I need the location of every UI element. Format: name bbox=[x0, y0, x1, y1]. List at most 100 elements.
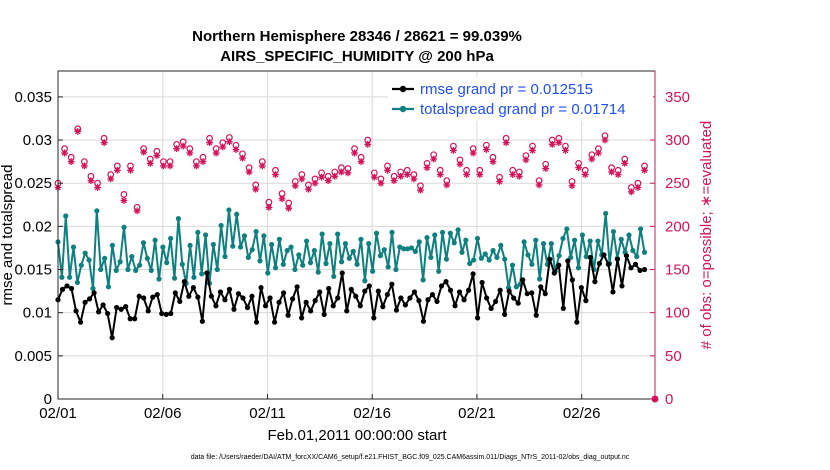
obs-evaluated-marker bbox=[291, 182, 299, 190]
rmse-point bbox=[253, 319, 260, 325]
spread-point bbox=[350, 248, 356, 254]
spread-point bbox=[59, 274, 65, 280]
rmse-point bbox=[168, 310, 174, 317]
spread-point bbox=[102, 255, 108, 261]
legend-spread-marker bbox=[399, 105, 407, 113]
spread-point bbox=[346, 255, 352, 261]
spread-point bbox=[509, 262, 516, 268]
obs-evaluated-marker bbox=[160, 162, 167, 170]
rmse-point bbox=[434, 298, 440, 305]
legend-spread-label: totalspread grand pr = 0.01714 bbox=[420, 101, 626, 118]
obs-evaluated-marker bbox=[305, 185, 312, 193]
obs-evaluated-marker bbox=[100, 139, 108, 147]
spread-point bbox=[160, 244, 166, 250]
obs-evaluated-marker bbox=[529, 147, 536, 154]
spread-point bbox=[292, 266, 298, 273]
spread-point bbox=[269, 241, 275, 248]
obs-evaluated-marker bbox=[575, 164, 583, 172]
spread-point bbox=[610, 228, 617, 235]
rmse-point bbox=[384, 291, 390, 298]
rmse-point bbox=[150, 294, 156, 300]
obs-evaluated-marker bbox=[80, 162, 88, 170]
spread-point bbox=[276, 236, 283, 242]
spread-point bbox=[428, 254, 434, 261]
spread-point bbox=[420, 277, 426, 283]
rmse-point bbox=[529, 290, 535, 296]
obs-evaluated-marker bbox=[608, 168, 615, 176]
spread-point bbox=[214, 266, 220, 273]
spread-point bbox=[245, 254, 251, 261]
spread-point bbox=[199, 271, 205, 277]
rmse-point bbox=[447, 287, 454, 293]
obs-count-markers bbox=[54, 125, 659, 403]
rmse-point bbox=[641, 266, 648, 273]
x-tick-label: 02/01 bbox=[39, 405, 77, 422]
spread-point bbox=[249, 247, 255, 253]
rmse-point bbox=[339, 270, 345, 276]
spread-point bbox=[86, 257, 92, 263]
obs-evaluated-marker bbox=[192, 162, 200, 170]
rmse-point bbox=[524, 291, 530, 297]
spread-point bbox=[156, 276, 162, 282]
spread-point bbox=[168, 235, 174, 242]
rmse-point bbox=[312, 298, 318, 304]
rmse-point bbox=[596, 260, 603, 267]
spread-point bbox=[638, 226, 644, 232]
spread-point bbox=[560, 235, 566, 242]
rmse-point bbox=[249, 293, 255, 299]
spread-point bbox=[436, 268, 442, 274]
rmse-point bbox=[366, 283, 372, 289]
obs-evaluated-marker bbox=[555, 139, 563, 147]
obs-evaluated-marker bbox=[232, 146, 240, 153]
plot-area bbox=[58, 71, 655, 399]
rmse-point bbox=[136, 293, 142, 299]
spread-point bbox=[486, 257, 492, 263]
rmse-point bbox=[226, 286, 233, 292]
spread-point bbox=[362, 278, 368, 284]
rmse-point bbox=[515, 300, 521, 306]
spread-point bbox=[513, 284, 519, 290]
obs-evaluated-marker bbox=[509, 171, 517, 178]
obs-evaluated-marker bbox=[67, 158, 75, 166]
rmse-point bbox=[68, 285, 75, 292]
spread-point bbox=[280, 261, 286, 267]
spread-point bbox=[253, 228, 259, 235]
obs-evaluated-marker bbox=[265, 203, 273, 211]
spread-point bbox=[144, 255, 150, 261]
y-tick-label: 0.005 bbox=[14, 348, 52, 365]
rmse-point bbox=[222, 297, 228, 303]
spread-point bbox=[533, 237, 539, 243]
spread-point bbox=[63, 213, 69, 219]
x-tick-label: 02/21 bbox=[458, 405, 496, 422]
y2-tick-label: 100 bbox=[665, 305, 690, 322]
spread-point bbox=[117, 259, 123, 265]
obs-evaluated-marker bbox=[331, 172, 339, 180]
obs-evaluated-marker bbox=[212, 149, 220, 157]
obs-evaluated-marker bbox=[199, 158, 207, 166]
obs-evaluated-marker bbox=[344, 169, 352, 177]
spread-point bbox=[82, 250, 88, 256]
obs-evaluated-marker bbox=[627, 188, 635, 196]
rmse-point bbox=[244, 304, 251, 311]
y2-tick-label: 250 bbox=[665, 175, 690, 192]
spread-point bbox=[463, 237, 469, 243]
obs-evaluated-marker bbox=[364, 140, 372, 148]
y-axis-left: 0 0.005 0.01 0.015 0.02 0.025 0.03 0.035 bbox=[14, 89, 63, 408]
obs-evaluated-marker bbox=[94, 184, 101, 191]
y-axis-label: rmse and totalspread bbox=[0, 165, 16, 306]
rmse-point bbox=[73, 308, 79, 314]
rmse-point bbox=[86, 296, 93, 302]
spread-point bbox=[70, 244, 77, 250]
obs-evaluated-marker bbox=[225, 138, 233, 146]
spread-point bbox=[136, 262, 143, 268]
spread-point bbox=[370, 268, 376, 274]
rmse-point bbox=[294, 284, 300, 290]
obs-evaluated-marker bbox=[252, 185, 260, 193]
x-tick-label: 02/26 bbox=[563, 405, 601, 422]
spread-point bbox=[529, 261, 535, 267]
rmse-point bbox=[127, 316, 133, 322]
spread-point bbox=[121, 224, 127, 230]
spread-point bbox=[288, 244, 294, 250]
rmse-point bbox=[231, 306, 237, 312]
rmse-point bbox=[610, 289, 616, 295]
